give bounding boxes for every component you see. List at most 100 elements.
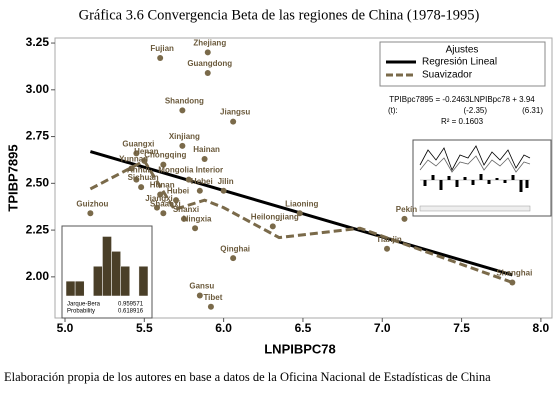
inset-annotation: Probability	[67, 309, 95, 315]
point	[133, 150, 140, 157]
legend-box	[379, 41, 546, 87]
point-label: Ningxia	[183, 214, 212, 223]
point-label: Shanghai	[496, 269, 532, 278]
point	[160, 210, 167, 217]
point-label: Hebei	[191, 177, 213, 186]
point	[204, 69, 211, 76]
point	[192, 225, 199, 232]
point	[230, 255, 237, 262]
legend-title: Ajustes	[446, 45, 479, 56]
point-label: Shandong	[165, 96, 204, 105]
point-label: Shanxi	[173, 205, 199, 214]
point-label: Hunan	[150, 181, 175, 190]
x-tick-label: 6.0	[215, 321, 232, 335]
x-tick-label: 7.0	[374, 321, 391, 335]
point	[138, 184, 145, 191]
caption: Elaboración propia de los autores en bas…	[4, 370, 491, 384]
y-tick-label: 2.25	[26, 222, 50, 236]
point	[401, 215, 408, 222]
point-label: Guangxi	[122, 140, 154, 149]
point-label: Guizhou	[76, 199, 108, 208]
x-tick-label: 5.0	[57, 321, 74, 335]
point	[185, 176, 192, 183]
histogram-bar	[111, 251, 121, 297]
annotation: (6.31)	[522, 106, 543, 115]
histogram-bar	[65, 280, 76, 297]
point-label: Liaoning	[285, 199, 318, 208]
point	[173, 197, 180, 204]
point-label: Gansu	[189, 282, 214, 291]
point-label: Jilin	[218, 177, 234, 186]
annotation: TPIBpc7895 = -0.2463LNPIBpc78 + 3.94	[389, 95, 535, 104]
point-label: Shaanxi	[150, 199, 181, 208]
point	[207, 303, 214, 310]
point-label: Tibet	[203, 293, 222, 302]
point	[196, 187, 203, 194]
point	[180, 215, 187, 222]
histogram-bar	[93, 265, 103, 297]
point	[128, 165, 135, 172]
point-label: Heilongjiang	[251, 212, 299, 221]
y-tick-label: 3.00	[26, 82, 50, 96]
point-label: Hubei	[167, 186, 189, 195]
point	[220, 187, 227, 194]
x-tick-label: 8.0	[533, 321, 550, 335]
point-label: Sichuan	[128, 173, 159, 182]
point-label: Anhui	[127, 166, 150, 175]
histogram-bar	[74, 280, 85, 297]
legend-label: Regresión Lineal	[422, 57, 497, 68]
point-label: Xinjiang	[169, 132, 200, 141]
point-label: Jiangxi	[145, 194, 173, 203]
inset-annotation: 0.618916	[118, 309, 144, 315]
point	[204, 49, 211, 56]
point	[230, 118, 237, 125]
inset-annotation: Jarque-Bera	[67, 302, 101, 308]
point-label: Pekín	[396, 205, 417, 214]
y-tick-label: 2.50	[26, 176, 50, 190]
histogram-bar	[138, 265, 149, 297]
point-label: Mongolia Interior	[158, 166, 223, 175]
point-label: Zhejiang	[193, 39, 226, 48]
inset-annotation: 0.959571	[118, 302, 144, 308]
time-series-inset	[412, 139, 552, 217]
annotation: R² = 0.1603	[441, 117, 484, 126]
point	[157, 191, 164, 198]
point	[157, 55, 164, 62]
y-tick-label: 2.75	[26, 129, 50, 143]
point-label: Fujian	[150, 44, 174, 53]
point	[296, 210, 303, 217]
inset-bars	[423, 174, 529, 192]
point	[509, 279, 516, 286]
point-label: Guangdong	[187, 59, 232, 68]
point-label: Chongqing	[144, 151, 186, 160]
x-tick-label: 5.5	[136, 321, 153, 335]
point-label: Jiangsu	[220, 108, 250, 117]
point-label: Qinghai	[220, 244, 250, 253]
histogram-bar	[102, 236, 112, 297]
inset-line	[419, 155, 531, 173]
point	[269, 223, 276, 230]
point	[384, 245, 391, 252]
annotation: (t):	[388, 106, 398, 115]
y-tick-label: 2.00	[26, 269, 50, 283]
point-label: Tianjin	[376, 235, 402, 244]
point	[141, 157, 148, 164]
point	[196, 292, 203, 299]
fit-line	[89, 158, 513, 284]
chart-title: Gráfica 3.6 Convergencia Beta de las reg…	[79, 7, 480, 23]
point-label: Hainan	[193, 145, 220, 154]
point	[160, 161, 167, 168]
annotation: (-2.35)	[463, 106, 487, 115]
point	[154, 204, 161, 211]
point	[201, 156, 208, 163]
point	[179, 107, 186, 114]
point	[133, 176, 140, 183]
x-tick-label: 7.5	[453, 321, 470, 335]
y-tick-label: 3.25	[26, 35, 50, 49]
inset-legend	[419, 205, 531, 212]
x-tick-label: 6.5	[295, 321, 312, 335]
point	[179, 142, 186, 149]
x-axis-label: LNPIBPC78	[264, 341, 336, 356]
y-axis-label: TPIBP7895	[5, 144, 20, 211]
